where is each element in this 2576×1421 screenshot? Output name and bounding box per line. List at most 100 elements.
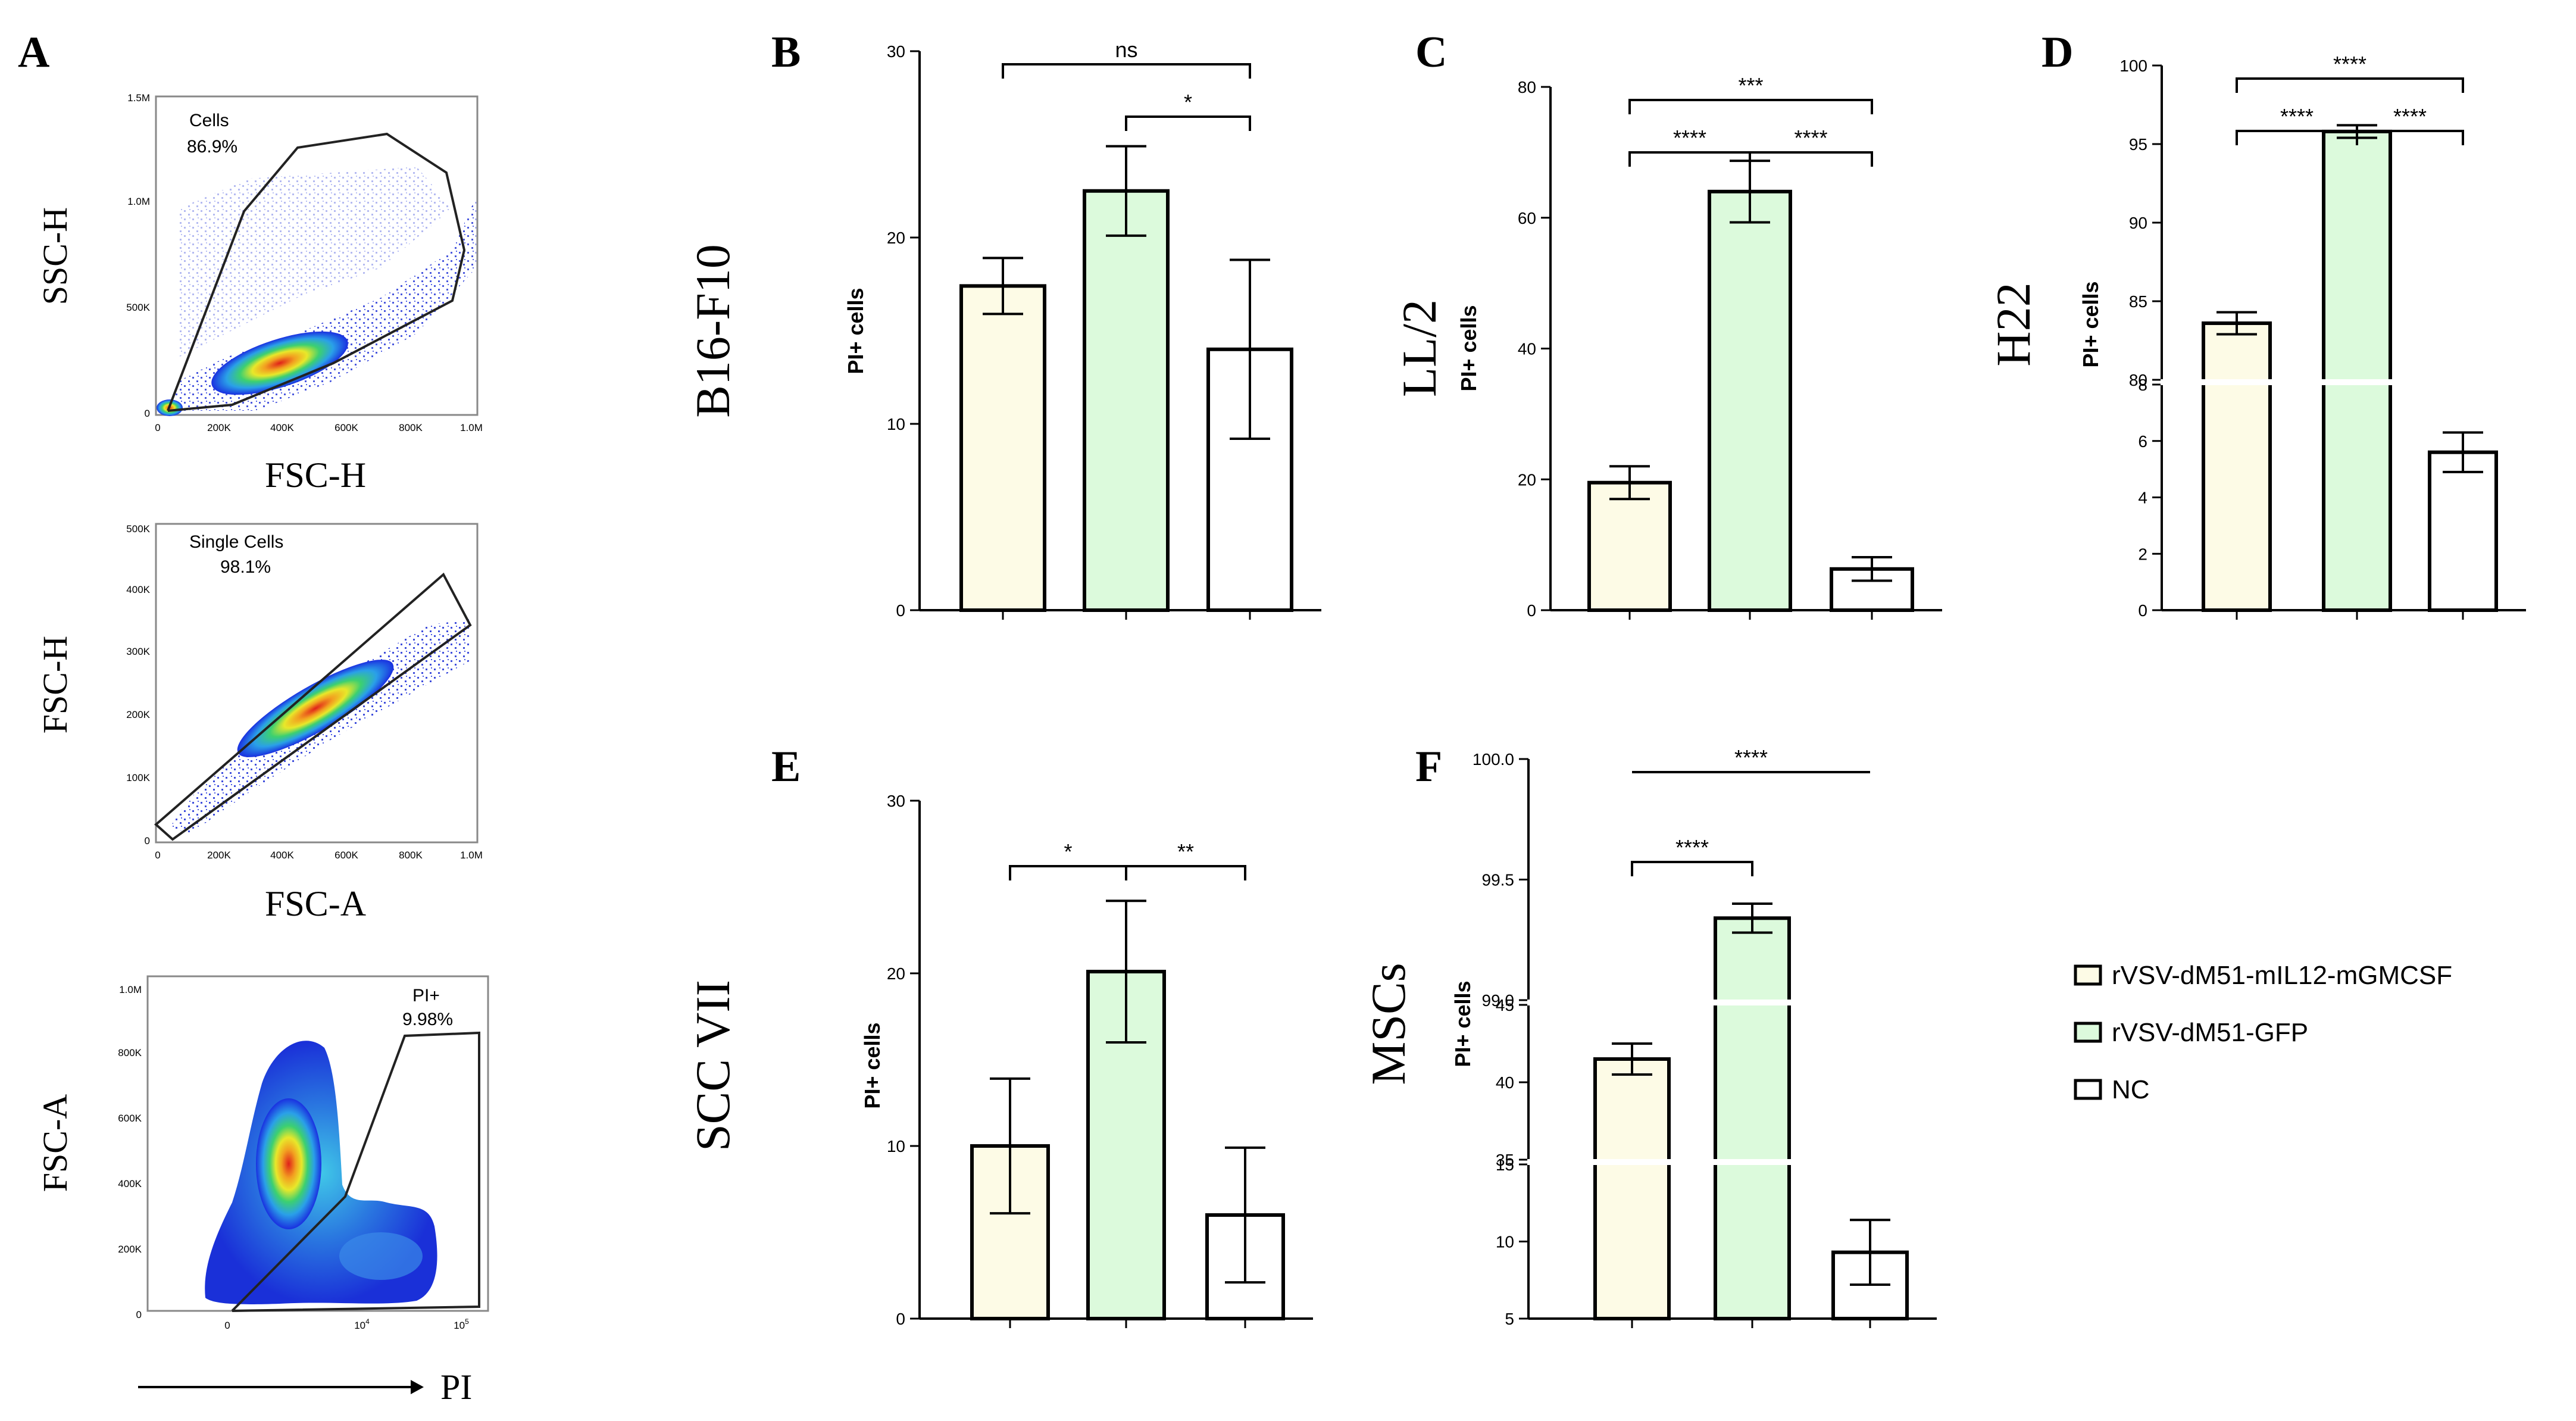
x-ticks: 0 200K 400K 600K 800K 1.0M (155, 422, 483, 433)
y-tick: 200K (118, 1244, 142, 1255)
significance-bracket (1628, 99, 1873, 114)
x-tick: 200K (207, 850, 231, 861)
significance-label: **** (2280, 104, 2314, 129)
y-tick-label: 40 (1496, 1073, 1514, 1092)
y-tick-label: 8 (2138, 376, 2147, 394)
x-tick: 800K (399, 422, 423, 433)
x-axis-label: FSC-A (265, 884, 366, 923)
y-tick-label: 30 (887, 42, 905, 61)
bar-chart-h22: H22 PI+ cells 0 2 4 6 880 85 90 95 100 **** **** **** (1986, 52, 2526, 620)
y-ticks: 1.5M 1.0M 500K 0 (126, 92, 150, 419)
y-axis-label: PI+ cells (843, 288, 868, 374)
legend-entry: rVSV-dM51-mIL12-mGMCSF (2074, 961, 2452, 990)
significance-bracket (1009, 865, 1127, 880)
y-tick-label: 20 (887, 229, 905, 247)
flow-plot-single-cells: Single Cells 98.1% 500K 400K 300K 200K 1… (36, 523, 483, 923)
significance-bracket (1125, 115, 1251, 131)
bar (1708, 189, 1792, 612)
bar (2202, 321, 2272, 613)
cell-line-label: MSCs (1361, 963, 1415, 1085)
significance-label: **** (1673, 126, 1706, 150)
y-ticks: 1.0M 800K 600K 400K 200K 0 (118, 984, 142, 1320)
y-ticks: 500K 400K 300K 200K 100K 0 (126, 523, 150, 847)
y-tick-label: 0 (896, 1310, 905, 1328)
panel-letters: A B C D E F (18, 28, 2073, 791)
gate-name: Single Cells (189, 532, 283, 552)
bar (959, 284, 1046, 612)
legend-swatch (2074, 964, 2102, 986)
y-tick: 100K (126, 772, 150, 783)
cell-line-label: SCC VII (686, 980, 740, 1151)
y-tick-label: 95 (2129, 135, 2147, 154)
y-tick: 600K (118, 1113, 142, 1124)
x-axis-label: PI (440, 1367, 472, 1407)
y-tick: 800K (118, 1047, 142, 1058)
y-tick: 1.0M (119, 984, 142, 995)
significance-bracket (1002, 63, 1251, 79)
x-tick: 400K (270, 850, 294, 861)
panel-letter-f: F (1415, 742, 1442, 791)
x-tick: 200K (207, 422, 231, 433)
gate-percentage: 86.9% (187, 137, 237, 157)
y-tick: 200K (126, 709, 150, 720)
x-tick: 105 (454, 1317, 469, 1331)
x-tick: 0 (224, 1320, 230, 1331)
y-tick-label: 2 (2138, 545, 2147, 563)
flow-plot-pi: PI+ 9.98% 1.0M 800K 600K 400K 200K 0 0 1… (36, 975, 489, 1407)
significance-bracket (2356, 130, 2464, 145)
panel-letter-a: A (18, 28, 49, 77)
y-tick-label: 80 (2129, 371, 2147, 389)
cell-line-label: LL/2 (1392, 299, 1446, 397)
y-tick-label: 85 (2129, 292, 2147, 311)
gate-polygon (154, 572, 472, 841)
density-core (256, 1098, 321, 1229)
y-tick-label: 35 (1496, 1151, 1514, 1169)
flow-panel: Cells 86.9% 1.5M 1.0M 500K 0 0 200K 400K… (36, 92, 489, 1407)
x-tick: 0 (155, 850, 160, 861)
y-tick-label: 4 (2138, 489, 2147, 507)
y-tick-label: 5 (1505, 1310, 1514, 1328)
y-axis-label: PI+ cells (1456, 305, 1481, 391)
panel-letter-e: E (771, 742, 801, 791)
y-tick-label: 100 (2119, 57, 2147, 75)
significance-label: ** (1177, 839, 1194, 864)
gate-name: Cells (189, 111, 229, 130)
y-tick-label: 10 (1496, 1233, 1514, 1251)
y-tick: 0 (145, 408, 150, 419)
x-tick: 1.0M (460, 422, 483, 433)
y-tick-label: 10 (887, 1137, 905, 1155)
significance-label: **** (1675, 835, 1709, 860)
significance-label: * (1184, 90, 1192, 114)
significance-bracket (1749, 151, 1873, 167)
panel-letter-b: B (771, 28, 801, 77)
y-tick-label: 0 (896, 601, 905, 620)
x-tick: 800K (399, 850, 423, 861)
axis-break-gap (1527, 1159, 1912, 1165)
y-tick: 0 (145, 835, 150, 847)
legend-label: NC (2112, 1075, 2150, 1104)
y-tick: 0 (136, 1309, 142, 1320)
y-tick: 1.5M (127, 92, 150, 104)
y-tick-label: 0 (2138, 601, 2147, 620)
y-tick-label: 10 (887, 415, 905, 433)
legend-label: rVSV-dM51-GFP (2112, 1018, 2308, 1047)
y-tick: 500K (126, 302, 150, 313)
significance-label: * (1064, 839, 1072, 864)
y-tick-label: 0 (1527, 601, 1536, 620)
y-tick-label: 80 (1518, 78, 1536, 96)
y-axis-label: PI+ cells (860, 1022, 884, 1108)
flow-plot-cells: Cells 86.9% 1.5M 1.0M 500K 0 0 200K 400K… (36, 92, 483, 495)
y-tick-label: 6 (2138, 432, 2147, 451)
legend-entry: rVSV-dM51-GFP (2074, 1018, 2308, 1047)
y-tick-label: 20 (887, 964, 905, 983)
legend-swatch (2074, 1079, 2102, 1100)
x-tick: 1.0M (460, 850, 483, 861)
y-tick-label: 15 (1496, 1155, 1514, 1174)
y-tick: 300K (126, 646, 150, 657)
y-tick: 1.0M (127, 196, 150, 207)
bar (2428, 450, 2498, 612)
